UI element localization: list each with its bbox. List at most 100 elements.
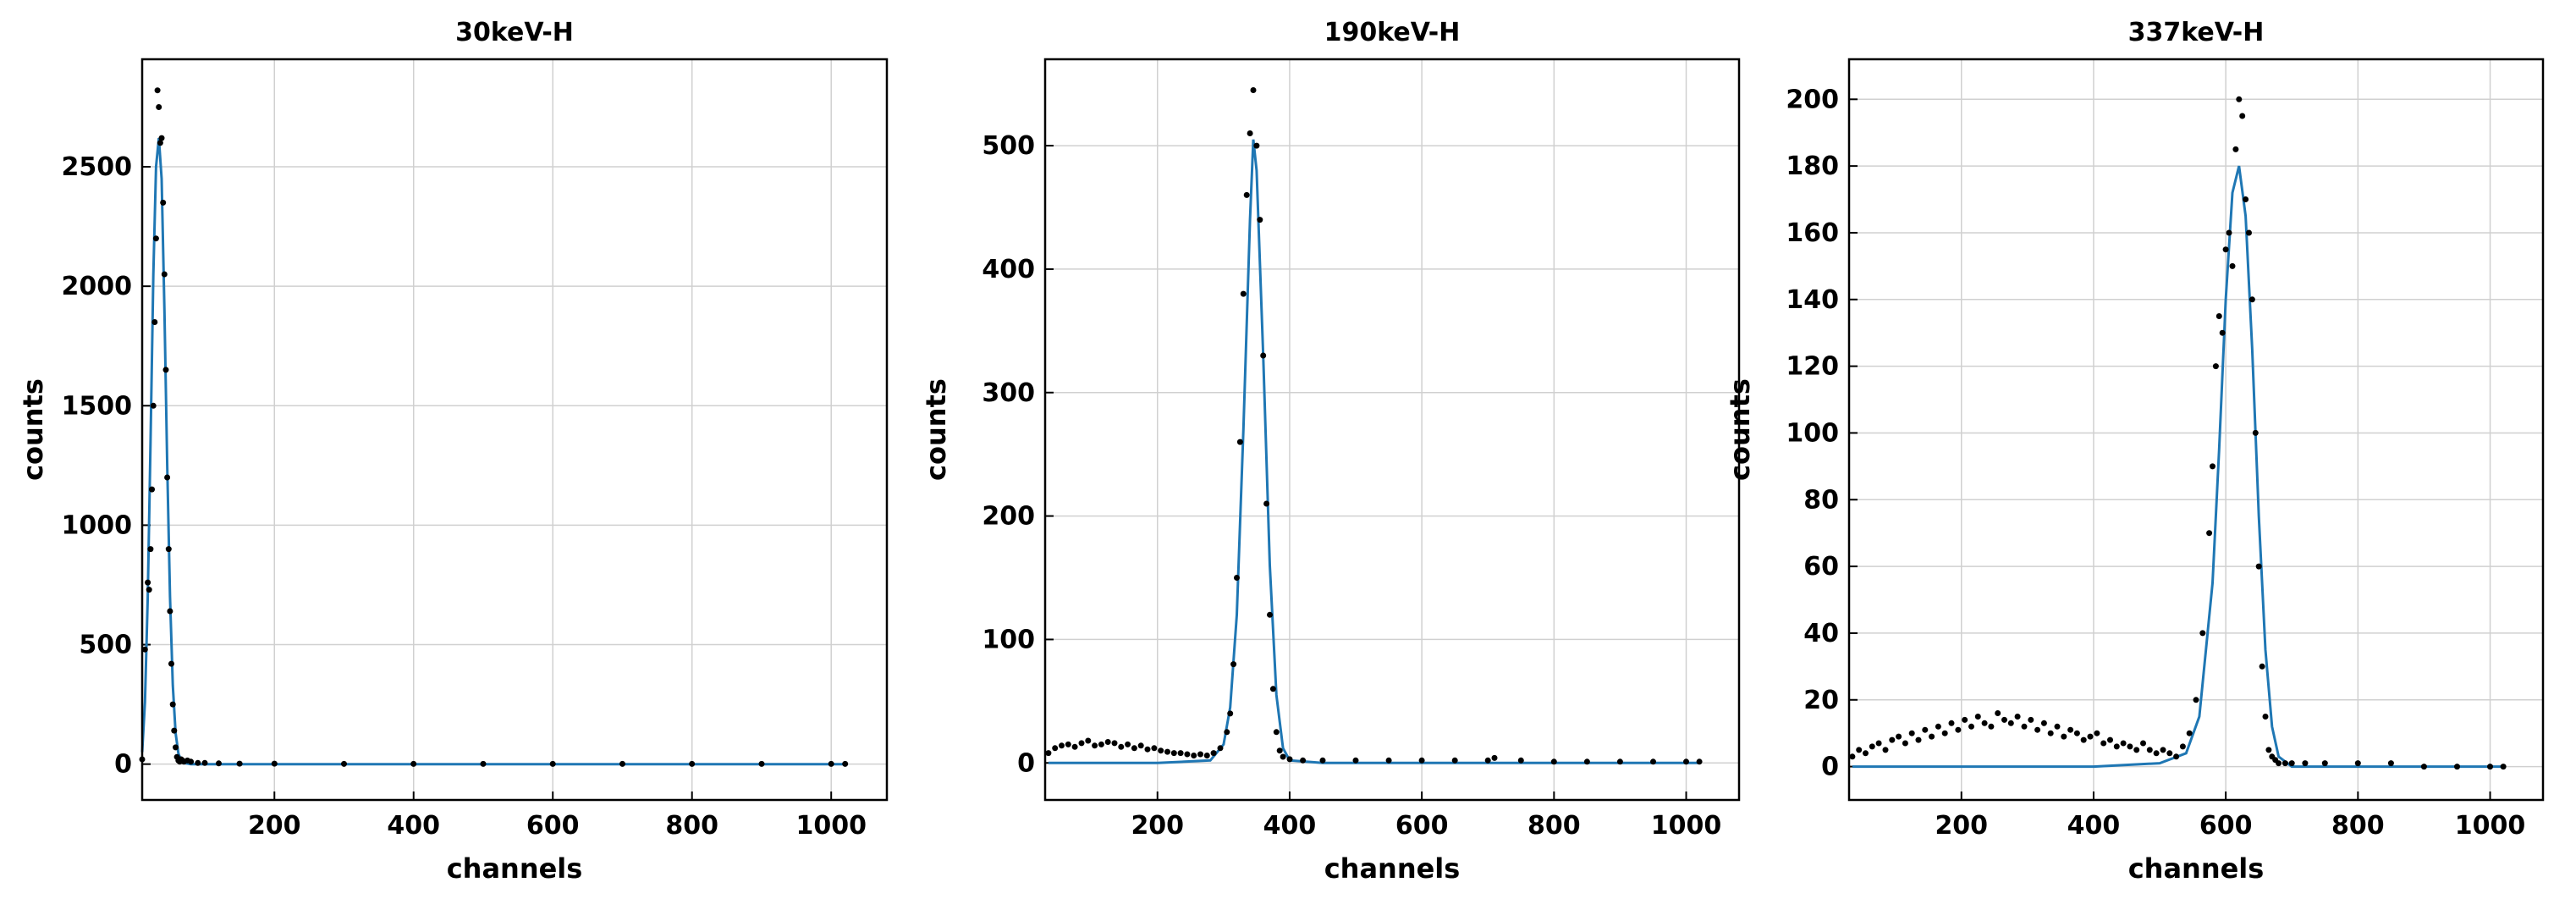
- data-point: [1696, 758, 1703, 765]
- data-point: [1052, 745, 1059, 752]
- data-point: [149, 486, 155, 493]
- data-point: [341, 760, 347, 767]
- y-tick-label: 2500: [62, 152, 133, 182]
- y-axis-label: counts: [920, 378, 952, 481]
- data-point: [1227, 710, 1234, 717]
- data-point: [1263, 500, 1270, 507]
- data-point: [619, 760, 625, 767]
- data-point: [1948, 720, 1955, 726]
- data-point: [2276, 760, 2282, 767]
- data-point: [842, 760, 849, 767]
- data-point: [169, 701, 176, 708]
- y-tick-label: 140: [1786, 285, 1839, 315]
- data-point: [1968, 723, 1974, 730]
- data-point: [1144, 746, 1151, 753]
- data-point: [2100, 740, 2107, 747]
- data-point: [1151, 745, 1158, 752]
- data-point: [1118, 743, 1125, 750]
- data-point: [1224, 729, 1230, 736]
- data-point: [145, 579, 151, 586]
- axes-frame: [1847, 58, 2545, 802]
- x-tick-label: 200: [1131, 811, 1184, 841]
- y-tick-label: 1500: [62, 391, 133, 421]
- data-point: [1158, 747, 1164, 754]
- data-point: [2094, 730, 2100, 736]
- data-point: [188, 758, 195, 765]
- data-point: [164, 474, 171, 481]
- y-tick-label: 0: [1821, 753, 1839, 782]
- data-point: [1955, 726, 1962, 733]
- data-point: [156, 104, 162, 110]
- data-point: [2061, 733, 2067, 740]
- data-point: [173, 744, 179, 751]
- data-point: [1276, 747, 1283, 754]
- data-point: [1941, 730, 1948, 736]
- data-point: [1875, 740, 1882, 747]
- data-point: [1869, 743, 1875, 750]
- data-point: [1243, 191, 1250, 198]
- y-tick-label: 160: [1786, 218, 1839, 248]
- data-point: [2387, 760, 2394, 767]
- x-tick-label: 200: [248, 811, 301, 841]
- x-tick-label: 800: [2331, 811, 2385, 841]
- data-point: [1240, 290, 1247, 297]
- data-point: [2153, 750, 2160, 757]
- x-tick-label: 1000: [795, 811, 867, 841]
- data-point: [1098, 741, 1104, 747]
- data-point: [2229, 262, 2236, 269]
- data-point: [2354, 760, 2361, 767]
- axes-frame: [140, 58, 889, 802]
- data-point: [1137, 742, 1144, 749]
- data-point: [167, 608, 173, 615]
- data-point: [2113, 743, 2120, 750]
- data-point: [828, 760, 834, 767]
- data-point: [2232, 146, 2239, 152]
- data-point: [2120, 740, 2127, 747]
- data-point: [2080, 736, 2087, 743]
- data-point: [162, 367, 169, 373]
- y-tick-label: 60: [1803, 552, 1839, 582]
- data-point: [146, 587, 152, 593]
- data-point: [1250, 87, 1257, 93]
- data-point: [1065, 741, 1071, 747]
- data-point: [1902, 740, 1908, 747]
- data-point: [1319, 757, 1326, 764]
- x-tick-label: 400: [2067, 811, 2121, 841]
- x-axis-label: channels: [447, 852, 583, 885]
- data-point: [2160, 747, 2166, 753]
- y-tick-label: 300: [982, 378, 1035, 408]
- data-point: [2246, 229, 2252, 236]
- x-tick-label: 400: [1263, 811, 1317, 841]
- data-point: [1451, 757, 1458, 764]
- data-point: [2252, 429, 2259, 436]
- data-point: [1889, 736, 1896, 743]
- data-point: [1217, 745, 1224, 752]
- data-point: [1236, 438, 1243, 445]
- data-point: [2454, 764, 2460, 770]
- x-tick-label: 1000: [1651, 811, 1722, 841]
- data-point: [1273, 729, 1280, 736]
- y-tick-label: 1000: [62, 510, 133, 540]
- data-point: [2255, 563, 2262, 570]
- data-point: [2054, 723, 2061, 730]
- data-point: [147, 546, 154, 553]
- data-point: [171, 727, 178, 734]
- y-tick-label: 120: [1786, 352, 1839, 382]
- data-point: [2127, 743, 2133, 750]
- x-tick-label: 800: [665, 811, 718, 841]
- x-tick-label: 600: [2199, 811, 2253, 841]
- data-point: [1230, 661, 1237, 668]
- data-point: [1078, 740, 1085, 747]
- y-tick-label: 100: [1786, 418, 1839, 448]
- data-point: [1915, 736, 1922, 743]
- data-point: [2179, 743, 2186, 750]
- data-point: [689, 760, 696, 767]
- data-point: [1210, 750, 1217, 757]
- y-tick-label: 500: [79, 631, 132, 660]
- data-point: [1267, 611, 1273, 618]
- y-tick-label: 2000: [62, 272, 133, 301]
- data-point: [1111, 740, 1118, 747]
- data-point: [2282, 760, 2288, 767]
- y-tick-label: 100: [982, 625, 1035, 654]
- y-tick-label: 400: [982, 255, 1035, 284]
